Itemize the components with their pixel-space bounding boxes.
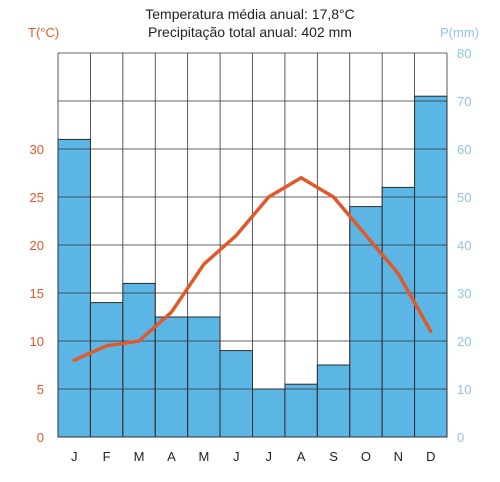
x-tick-label: D bbox=[426, 449, 435, 464]
precipitation-bar bbox=[252, 388, 286, 438]
y-left-tick-label: 20 bbox=[30, 238, 44, 253]
precipitation-bar bbox=[57, 138, 91, 438]
x-tick-label: M bbox=[134, 449, 145, 464]
x-tick-label: N bbox=[394, 449, 403, 464]
y-right-tick-label: 70 bbox=[457, 94, 471, 109]
x-tick-label: M bbox=[198, 449, 209, 464]
y-left-tick-label: 15 bbox=[30, 286, 44, 301]
x-tick-label: J bbox=[71, 449, 78, 464]
y-right-tick-label: 30 bbox=[457, 286, 471, 301]
x-tick-label: F bbox=[103, 449, 111, 464]
y-right-tick-label: 20 bbox=[457, 334, 471, 349]
y-left-tick-label: 30 bbox=[30, 142, 44, 157]
precipitation-bar bbox=[316, 364, 351, 438]
y-right-tick-label: 10 bbox=[457, 382, 471, 397]
precipitation-bar bbox=[89, 302, 124, 438]
y-left-tick-label: 10 bbox=[30, 334, 44, 349]
y-right-tick-label: 80 bbox=[457, 46, 471, 61]
precipitation-bar bbox=[414, 95, 448, 438]
y-axis-right-title: P(mm) bbox=[440, 25, 479, 40]
x-tick-label: J bbox=[233, 449, 240, 464]
y-right-tick-label: 50 bbox=[457, 190, 471, 205]
x-tick-label: S bbox=[329, 449, 338, 464]
x-tick-label: O bbox=[361, 449, 371, 464]
precipitation-bar bbox=[284, 383, 318, 438]
x-tick-label: A bbox=[297, 449, 306, 464]
precipitation-bar bbox=[122, 282, 156, 438]
y-left-tick-label: 25 bbox=[30, 190, 44, 205]
precipitation-bar bbox=[349, 206, 383, 438]
x-tick-label: J bbox=[265, 449, 272, 464]
precipitation-bar bbox=[381, 186, 416, 438]
precipitation-bar bbox=[154, 316, 189, 438]
precipitation-bar bbox=[219, 350, 253, 438]
y-right-tick-label: 0 bbox=[457, 430, 464, 445]
precipitation-bar bbox=[187, 316, 221, 438]
y-left-tick-label: 0 bbox=[37, 430, 44, 445]
y-right-tick-label: 60 bbox=[457, 142, 471, 157]
temperature-line bbox=[72, 176, 433, 362]
y-right-tick-label: 40 bbox=[457, 238, 471, 253]
chart-title-temperature: Temperatura média anual: 17,8°C bbox=[145, 6, 355, 22]
y-axis-left-title: T(°C) bbox=[28, 25, 60, 40]
chart-title-precipitation: Precipitação total anual: 402 mm bbox=[148, 24, 352, 40]
y-left-tick-label: 5 bbox=[37, 382, 44, 397]
x-tick-label: A bbox=[167, 449, 176, 464]
